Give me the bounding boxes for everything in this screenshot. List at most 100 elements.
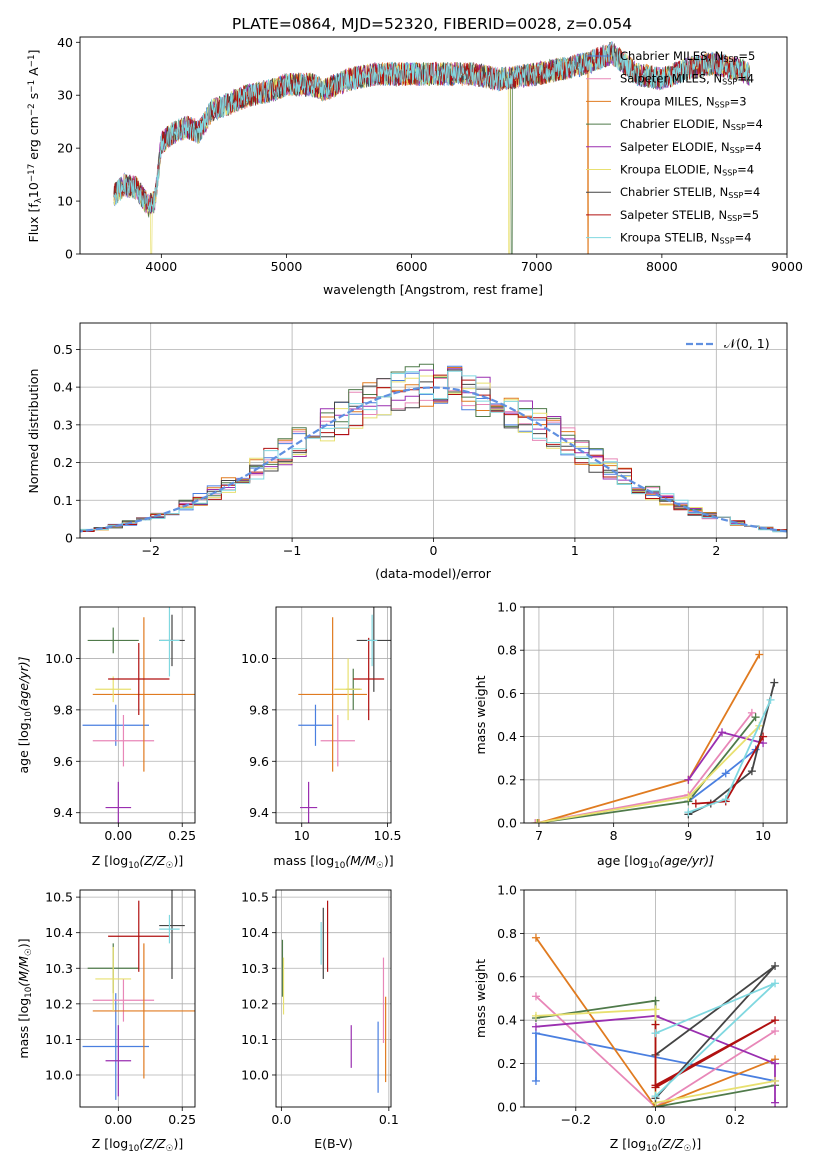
y-tick-label: 10.2 bbox=[241, 996, 269, 1011]
plot-area bbox=[281, 900, 387, 1093]
x-tick-label: 0.0 bbox=[271, 1112, 291, 1127]
y-tick-label: 0.4 bbox=[53, 380, 73, 395]
x-tick-label: 4000 bbox=[145, 259, 177, 274]
grid-lines bbox=[276, 607, 391, 823]
x-tick-label: 0.1 bbox=[379, 1112, 399, 1127]
x-tick-label: 10.5 bbox=[374, 828, 402, 843]
y-tick-label: 0.6 bbox=[497, 686, 517, 701]
y-tick-label: 0 bbox=[65, 247, 73, 262]
x-tick-label: 0.25 bbox=[168, 828, 196, 843]
y-tick-label: 10.0 bbox=[45, 1067, 73, 1082]
panel-mass-ebv: 0.0 0.1 10.0 10.1 10.2 10.3 10.4 10.5 E(B-V) bbox=[241, 889, 399, 1151]
y-tick-label: 10.1 bbox=[241, 1032, 269, 1047]
y-tick-label: 10.0 bbox=[241, 1067, 269, 1082]
panel-mass-weight-age: 7 8 9 10 0.0 0.2 0.4 0.6 0.8 1.0 age [log10(age/yr… bbox=[473, 600, 788, 871]
x-tick-label: 0.2 bbox=[725, 1112, 745, 1127]
legend: 𝒩(0, 1) bbox=[686, 336, 770, 351]
y-tick-label: 0.1 bbox=[53, 493, 73, 508]
y-tick-label: 0.2 bbox=[53, 455, 73, 470]
y-tick-label: 10.5 bbox=[241, 890, 269, 905]
legend-entry: Chabrier ELODIE, NSSP=4 bbox=[620, 117, 763, 132]
x-tick-label: 0.0 bbox=[646, 1112, 666, 1127]
y-tick-label: 10.4 bbox=[241, 925, 269, 940]
y-tick-label: 10.3 bbox=[45, 961, 73, 976]
y-axis-label: age [log10(age/yr)] bbox=[16, 656, 34, 773]
axes-frame bbox=[79, 889, 196, 1108]
x-tick-label: 9 bbox=[684, 828, 692, 843]
axes-frame bbox=[275, 606, 392, 824]
y-tick-label: 1.0 bbox=[497, 600, 517, 615]
y-tick-label: 9.8 bbox=[53, 702, 73, 717]
y-tick-label: 10.0 bbox=[45, 651, 73, 666]
series-line bbox=[535, 995, 776, 1107]
axes-frame bbox=[79, 322, 788, 539]
x-axis-label: wavelength [Angstrom, rest frame] bbox=[323, 282, 543, 297]
y-tick-label: 0.8 bbox=[497, 643, 517, 658]
panel-age-mass: 10 10.5 9.4 9.6 9.8 10.0 mass [log10(M/M☉)] bbox=[241, 606, 402, 871]
legend-entry: Chabrier STELIB, NSSP=4 bbox=[620, 185, 760, 200]
spectrum-line bbox=[113, 41, 750, 214]
y-tick-label: 0 bbox=[65, 531, 73, 546]
y-tick-label: 0.8 bbox=[497, 926, 517, 941]
legend-entry: Salpeter STELIB, NSSP=5 bbox=[620, 208, 759, 223]
y-tick-label: 10.4 bbox=[45, 925, 73, 940]
x-tick-label: 2 bbox=[712, 543, 720, 558]
legend-entry: Kroupa MILES, NSSP=3 bbox=[620, 94, 747, 109]
spectrum-line bbox=[113, 44, 750, 210]
y-tick-label: 9.4 bbox=[53, 805, 73, 820]
axes-frame bbox=[523, 606, 788, 824]
y-tick-label: 20 bbox=[57, 141, 73, 156]
plot-area bbox=[82, 607, 195, 823]
grid-lines bbox=[80, 890, 195, 1107]
y-axis-label: Flux [fλ10−17 erg cm−2 s−1 A−1] bbox=[26, 50, 44, 243]
grid-lines bbox=[80, 607, 195, 823]
panel-mass-weight-metallicity: −0.2 0.0 0.2 0.0 0.2 0.4 0.6 0.8 1.0 Z [log10(Z/Z… bbox=[473, 883, 788, 1154]
y-tick-label: 0.5 bbox=[53, 342, 73, 357]
legend: Chabrier MILES, NSSP=5 Salpeter MILES, NS… bbox=[586, 49, 763, 246]
y-axis-label: mass weight bbox=[473, 675, 488, 754]
plot-area bbox=[531, 650, 779, 823]
y-tick-label: 0.0 bbox=[497, 1100, 517, 1115]
y-tick-label: 9.6 bbox=[53, 754, 73, 769]
y-tick-label: 9.6 bbox=[249, 754, 269, 769]
grid-lines bbox=[276, 890, 391, 1107]
grid-lines bbox=[524, 606, 787, 824]
x-tick-label: 8 bbox=[610, 828, 618, 843]
x-axis-label: Z [log10(Z/Z☉)] bbox=[610, 1136, 701, 1154]
x-tick-label: 10 bbox=[755, 828, 771, 843]
y-tick-label: 0.3 bbox=[53, 417, 73, 432]
x-axis-label: mass [log10(M/M☉)] bbox=[273, 853, 393, 871]
y-tick-label: 1.0 bbox=[497, 883, 517, 898]
y-tick-label: 10.5 bbox=[45, 890, 73, 905]
y-tick-label: 10 bbox=[57, 194, 73, 209]
histogram-step bbox=[80, 370, 787, 534]
legend-entry: Chabrier MILES, NSSP=5 bbox=[620, 49, 755, 64]
series-line bbox=[535, 712, 753, 823]
axes-frame bbox=[523, 889, 788, 1108]
plot-area bbox=[113, 41, 750, 254]
series-line bbox=[535, 937, 776, 1107]
x-tick-label: 8000 bbox=[646, 259, 678, 274]
legend-entry: Kroupa STELIB, NSSP=4 bbox=[620, 231, 752, 246]
plot-area bbox=[82, 890, 195, 1100]
axes-frame bbox=[275, 889, 392, 1108]
x-tick-label: −1 bbox=[283, 543, 301, 558]
y-tick-label: 0.2 bbox=[497, 1056, 517, 1071]
y-tick-label: 40 bbox=[57, 35, 73, 50]
axes-frame bbox=[79, 606, 196, 824]
x-axis-label: Z [log10(Z/Z☉)] bbox=[92, 853, 183, 871]
x-tick-label: 0.00 bbox=[104, 1112, 132, 1127]
y-tick-label: 10.1 bbox=[45, 1032, 73, 1047]
legend-entry: Salpeter MILES, NSSP=4 bbox=[620, 72, 754, 87]
panel-age-metallicity: 0.00 0.25 9.4 9.6 9.8 10.0 Z [log10(Z/Z☉)] age … bbox=[16, 606, 196, 871]
plots: 4000 5000 6000 7000 8000 9000010203040Chabrie… bbox=[16, 35, 803, 1154]
x-tick-label: 6000 bbox=[396, 259, 428, 274]
legend-entry: 𝒩(0, 1) bbox=[724, 336, 770, 351]
x-tick-label: 1 bbox=[571, 543, 579, 558]
x-tick-label: 5000 bbox=[271, 259, 303, 274]
x-axis-label: age [log10(age/yr)] bbox=[597, 853, 714, 871]
panel-residuals: −2 −1 0 1 2 0 0.1 0.2 0.3 0.4 0.5 𝒩(0, 1) (data-mode… bbox=[26, 322, 788, 581]
figure-title: PLATE=0864, MJD=52320, FIBERID=0028, z=0… bbox=[232, 15, 632, 33]
y-tick-label: 10.0 bbox=[241, 651, 269, 666]
